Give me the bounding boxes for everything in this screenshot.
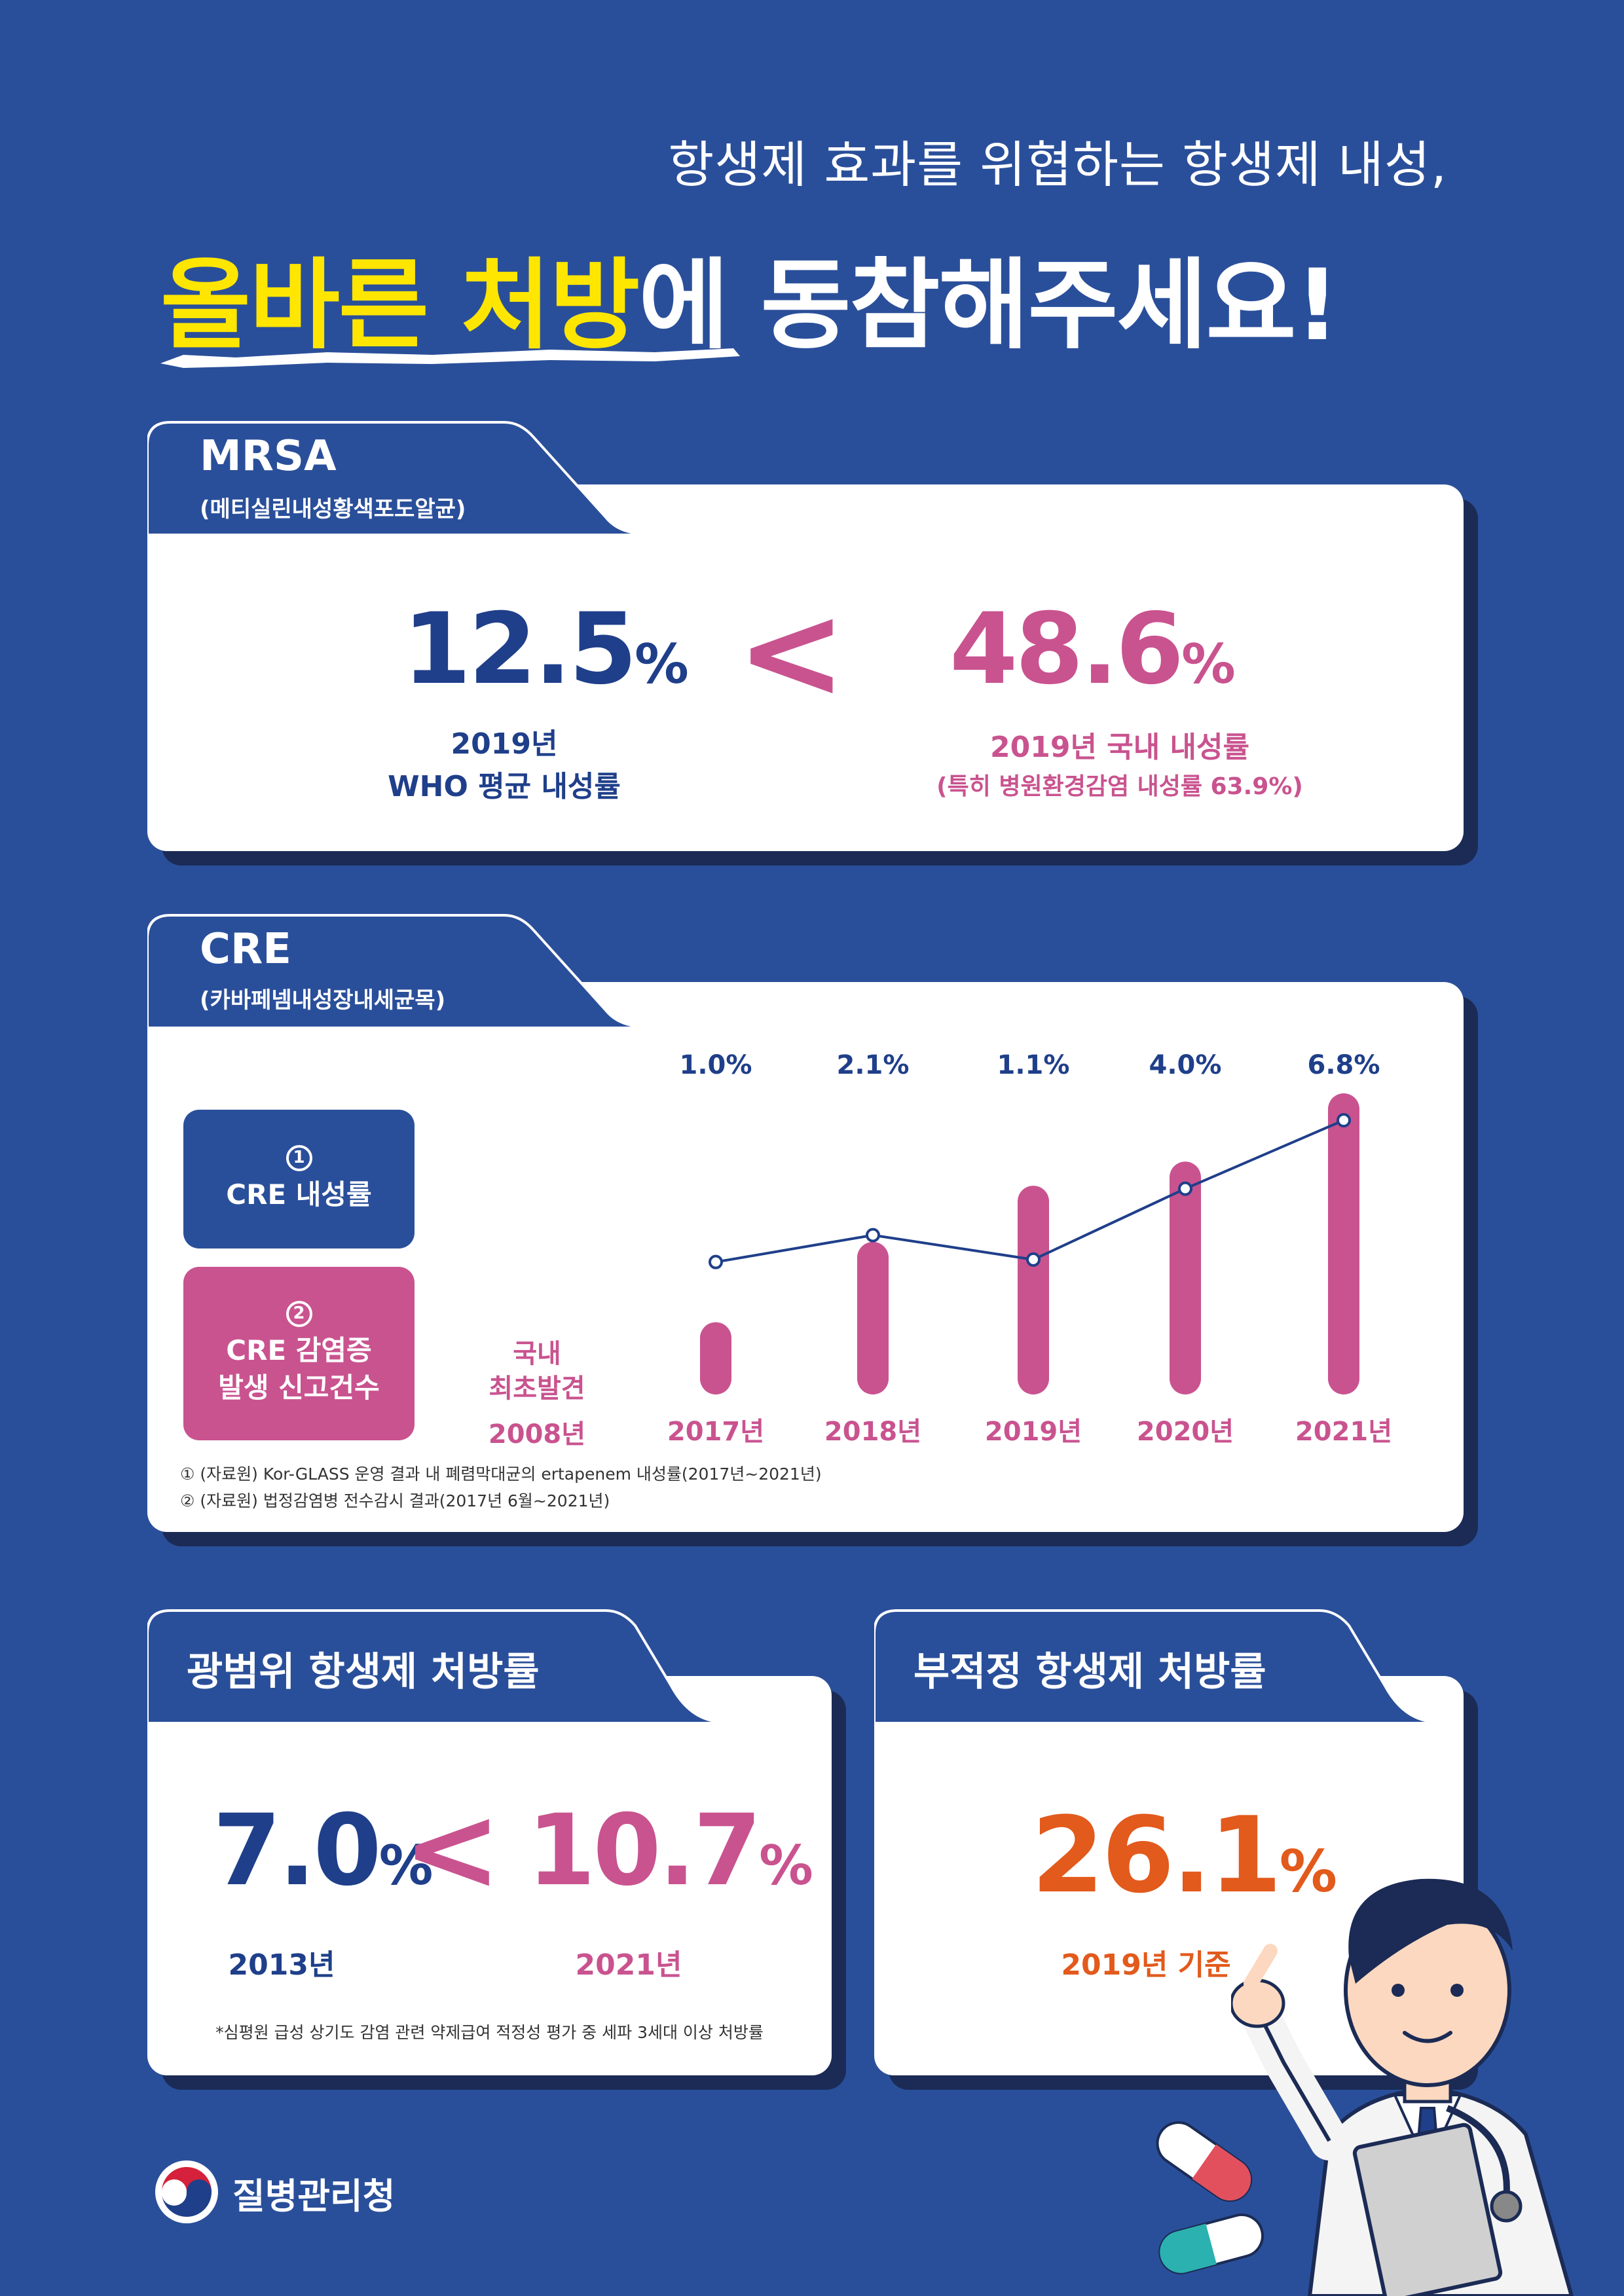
cre-rate-point xyxy=(1178,1181,1192,1196)
mrsa-title: MRSA xyxy=(200,432,337,481)
cre-cases-bar xyxy=(700,1322,731,1394)
inappropriate-number: 26.1 xyxy=(1031,1794,1282,1916)
cre-subtitle: (카바페넴내성장내세균목) xyxy=(200,987,446,1013)
cre-rate-point xyxy=(1026,1252,1041,1267)
cre-title: CRE xyxy=(200,925,291,974)
header-subtitle: 항생제 효과를 위협하는 항생제 내성, xyxy=(668,136,1447,194)
agency-name: 질병관리청 xyxy=(232,2176,396,2217)
inappropriate-title: 부적정 항생제 처방률 xyxy=(913,1649,1266,1695)
mrsa-kr-label: 2019년 국내 내성률 xyxy=(990,731,1249,764)
broad-2021-value: 10.7% xyxy=(527,1794,813,1908)
doctor-illustration xyxy=(1231,1878,1574,2296)
broad-title: 광범위 항생제 처방률 xyxy=(187,1649,540,1695)
cre-rate-point xyxy=(866,1228,880,1243)
cre-rate-label: 4.0% xyxy=(1149,1050,1222,1080)
cre-cases-bar xyxy=(1170,1161,1201,1394)
cre-cases-bar xyxy=(857,1241,889,1394)
brush-underline xyxy=(160,348,740,368)
mrsa-who-pct: % xyxy=(635,633,689,696)
cre-rate-point xyxy=(709,1254,723,1269)
broad-2021-pct: % xyxy=(759,1834,813,1897)
cre-source-1: ① (자료원) Kor-GLASS 운영 결과 내 폐렴막대균의 ertapen… xyxy=(180,1465,822,1484)
first-found-label-2: 최초발견 xyxy=(489,1374,585,1404)
broad-2013-value: 7.0% xyxy=(213,1794,433,1908)
cre-card xyxy=(147,982,1464,1532)
first-found-label-1: 국내 xyxy=(513,1339,561,1369)
broad-2013-number: 7.0 xyxy=(213,1794,382,1908)
inappropriate-tab xyxy=(874,1609,1438,1722)
broad-card xyxy=(147,1676,832,2075)
mrsa-who-number: 12.5 xyxy=(403,592,637,706)
broad-less-than: < xyxy=(403,1781,502,1918)
inappropriate-pct: % xyxy=(1279,1838,1337,1905)
mrsa-kr-number: 48.6 xyxy=(950,592,1184,706)
cre-chart: 1.0% 2.1% 1.1% 4.0% 6.8% 2017년 2018년 2019년 2020년… xyxy=(667,1050,1392,1447)
pill-illustration xyxy=(1156,2121,1264,2274)
cre-rate-point xyxy=(1337,1113,1351,1128)
headline-white: 에 동참해주세요! xyxy=(638,249,1340,363)
first-found-year: 2008년 xyxy=(488,1419,586,1449)
inappropriate-value: 26.1% xyxy=(1031,1794,1337,1916)
cre-year-label: 2018년 xyxy=(824,1417,921,1447)
cre-rate-label: 1.0% xyxy=(680,1050,752,1080)
mrsa-who-value: 12.5% xyxy=(403,592,689,706)
legend-number-2: 2 xyxy=(286,1300,312,1327)
cre-cases-bar xyxy=(1328,1093,1359,1394)
mrsa-kr-pct: % xyxy=(1181,633,1236,696)
mrsa-tab xyxy=(147,421,646,534)
broad-footnote: *심평원 급성 상기도 감염 관련 약제급여 적정성 평가 중 세파 3세대 이… xyxy=(215,2023,764,2042)
mrsa-kr-value: 48.6% xyxy=(950,592,1236,706)
headline: 올바른 처방에 동참해주세요! xyxy=(160,226,1340,368)
mrsa-who-label: WHO 평균 내성률 xyxy=(388,770,621,803)
legend-number-1: 1 xyxy=(286,1144,312,1171)
cre-year-label: 2017년 xyxy=(667,1417,764,1447)
cre-year-label: 2021년 xyxy=(1295,1417,1392,1447)
broad-2013-pct: % xyxy=(378,1834,434,1897)
cre-rate-label: 1.1% xyxy=(997,1050,1070,1080)
agency-logo-icon xyxy=(155,2160,218,2223)
cre-rate-label: 6.8% xyxy=(1308,1050,1380,1080)
cre-year-label: 2020년 xyxy=(1137,1417,1234,1447)
mrsa-subtitle: (메티실린내성황색포도알균) xyxy=(200,496,466,522)
legend-cases-label-1: CRE 감염증 xyxy=(226,1334,372,1366)
cre-source-2: ② (자료원) 법정감염병 전수감시 결과(2017년 6월~2021년) xyxy=(180,1491,610,1510)
mrsa-kr-note: (특히 병원환경감염 내성률 63.9%) xyxy=(936,773,1303,800)
headline-yellow-1: 올바른 xyxy=(160,249,429,363)
cre-year-label: 2019년 xyxy=(985,1417,1082,1447)
cre-legend-cases: 2 CRE 감염증 발생 신고건수 xyxy=(183,1267,415,1440)
cre-legend-rate: 1 CRE 내성률 xyxy=(183,1110,415,1248)
broad-year-2021: 2021년 xyxy=(575,1948,682,1982)
broad-year-2013: 2013년 xyxy=(228,1948,335,1982)
cre-tab xyxy=(147,914,646,1027)
mrsa-card xyxy=(147,484,1464,851)
broad-2021-number: 10.7 xyxy=(527,1794,762,1908)
inappropriate-label: 2019년 기준 xyxy=(1061,1948,1231,1982)
mrsa-who-year: 2019년 xyxy=(451,727,558,761)
cre-rate-label: 2.1% xyxy=(837,1050,910,1080)
mrsa-less-than: < xyxy=(737,576,847,729)
broad-tab xyxy=(147,1609,724,1722)
headline-yellow-2: 처방 xyxy=(460,249,640,363)
cre-cases-bar xyxy=(1018,1186,1049,1394)
legend-rate-label: CRE 내성률 xyxy=(226,1178,372,1211)
legend-cases-label-2: 발생 신고건수 xyxy=(218,1371,380,1404)
